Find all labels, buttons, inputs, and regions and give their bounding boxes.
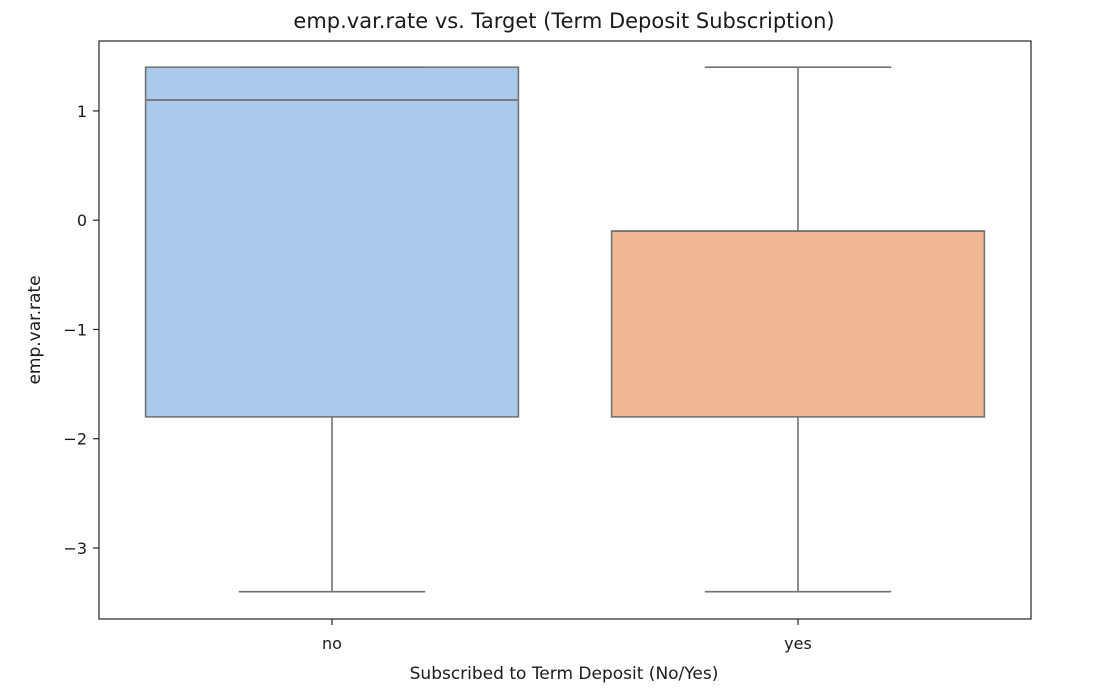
x-tick-label: yes: [784, 634, 812, 653]
x-tick-label: no: [322, 634, 342, 653]
y-tick-label: −1: [63, 320, 87, 339]
box-body: [610, 230, 986, 418]
y-tick-label: 0: [77, 211, 87, 230]
chart-title: emp.var.rate vs. Target (Term Deposit Su…: [293, 9, 834, 33]
y-axis: 1 0 −1 −2 −3: [63, 102, 99, 558]
y-tick-label: −3: [63, 539, 87, 558]
y-tick-label: 1: [77, 102, 87, 121]
y-tick-label: −2: [63, 430, 87, 449]
box-body: [144, 66, 520, 418]
x-axis: no yes: [322, 619, 812, 653]
plot-area: [144, 66, 986, 593]
y-axis-label: emp.var.rate: [25, 275, 45, 384]
box-yes: [610, 66, 986, 593]
x-axis-label: Subscribed to Term Deposit (No/Yes): [410, 664, 719, 684]
box-no: [144, 66, 520, 593]
